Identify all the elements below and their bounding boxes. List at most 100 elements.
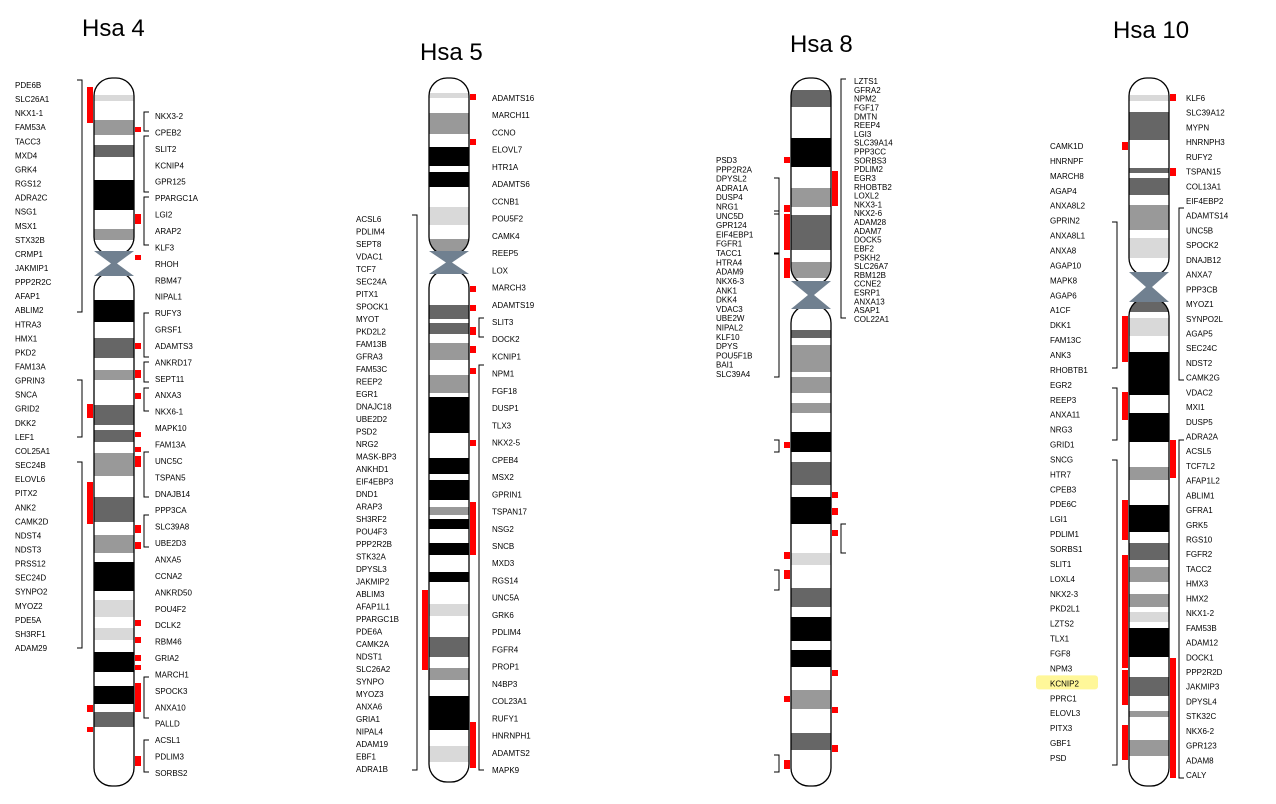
gene-label: CPEB4: [492, 456, 519, 465]
gene-marker: [1170, 168, 1176, 176]
left-gene-labels: ACSL6 PDLIM4 SEPT8 VDAC1 TCF7 SEC24A PITX1 SPOC…: [356, 215, 399, 774]
gene-label: GRK6: [492, 611, 514, 620]
chromosome-band: [94, 497, 134, 522]
gene-label: NKX1-1: [15, 109, 44, 118]
gene-label: SLIT2: [155, 145, 177, 154]
gene-label: LZTS2: [1050, 620, 1075, 629]
gene-label: LGI1: [1050, 515, 1068, 524]
gene-label: DCLK2: [155, 621, 181, 630]
gene-label: ADAM19: [356, 740, 389, 749]
gene-label: RGS10: [1186, 536, 1213, 545]
gene-label: ADAMTS14: [1186, 212, 1229, 221]
chromosome-band: [791, 462, 831, 485]
chromosome-title: Hsa 5: [420, 39, 483, 66]
gene-label: GPR124: [716, 221, 747, 230]
gene-label: NPM3: [1050, 664, 1073, 673]
gene-label: DOCK1: [1186, 653, 1214, 662]
gene-label: SNCB: [492, 542, 514, 551]
gene-label: EGR2: [1050, 381, 1072, 390]
gene-label: NDST3: [15, 545, 42, 554]
gene-label: GFRA2: [854, 86, 881, 95]
chromosome-band: [791, 617, 831, 641]
gene-label: HTRA4: [716, 258, 743, 267]
gene-label: DUSP5: [1186, 418, 1213, 427]
gene-label: SH3RF2: [356, 515, 387, 524]
gene-label: COL22A1: [854, 315, 890, 324]
gene-label: PPRC1: [1050, 694, 1077, 703]
gene-label: SLC39A8: [155, 523, 190, 532]
gene-marker: [784, 552, 790, 559]
chromosome-band: [94, 229, 134, 240]
gene-label: EBF1: [356, 753, 377, 762]
gene-label: A1CF: [1050, 306, 1071, 315]
gene-label: TCF7L2: [1186, 462, 1215, 471]
chromosome-band: [94, 686, 134, 704]
chromosome-band: [791, 650, 831, 667]
gene-label: NDST4: [15, 531, 42, 540]
gene-bracket: [478, 317, 484, 338]
gene-label: NKX6-3: [716, 277, 745, 286]
gene-label: VDAC3: [716, 305, 743, 314]
chromosome-band: [791, 330, 831, 338]
gene-label: SLC39A14: [854, 139, 893, 148]
gene-label: CPEB3: [1050, 485, 1077, 494]
chromosome-band: [1129, 238, 1169, 258]
gene-label: PPARGC1A: [155, 194, 199, 203]
gene-label: DNAJB12: [1186, 256, 1222, 265]
chromosome-band: [94, 453, 134, 476]
chromosome-band: [429, 93, 469, 98]
gene-label: KCNIP1: [492, 352, 521, 361]
gene-label: POU4F2: [155, 605, 187, 614]
gene-marker: [135, 214, 141, 224]
chromosome-band: [94, 652, 134, 672]
gene-label: PPP2R2B: [356, 540, 392, 549]
gene-label: ANXA7: [1186, 271, 1213, 280]
gene-label: POU5F1B: [716, 351, 752, 360]
chromosome-band: [1129, 612, 1169, 622]
gene-marker: [135, 370, 141, 378]
gene-label: SYNPO2: [15, 588, 48, 597]
gene-label: PKD2L1: [1050, 605, 1080, 614]
gene-label: PKD2L2: [356, 328, 386, 337]
gene-marker: [1170, 94, 1176, 101]
gene-label: PRSS12: [15, 560, 46, 569]
gene-label: EIF4EBP2: [1186, 197, 1224, 206]
gene-label: TLX1: [1050, 635, 1070, 644]
gene-label: FAM53A: [15, 123, 46, 132]
gene-bracket: [143, 387, 149, 412]
gene-label: ELOVL3: [1050, 709, 1081, 718]
gene-label: SEC24B: [15, 461, 46, 470]
chromosome-body: [791, 78, 831, 786]
gene-label: ADAMTS6: [492, 180, 530, 189]
gene-label: VDAC2: [1186, 388, 1213, 397]
gene-bracket: [143, 196, 149, 246]
gene-label: NPM2: [854, 95, 877, 104]
gene-label: KLF3: [155, 243, 175, 252]
gene-label: UNC5D: [716, 212, 744, 221]
centromere: [94, 251, 134, 276]
chromosome-band: [1129, 628, 1169, 657]
gene-label: MAPK8: [1050, 276, 1078, 285]
chromosome-2: Hsa 5 ACSL6 PDLIM4 SEPT8 VDAC1 TCF7 SEC24A PITX…: [356, 39, 535, 783]
gene-marker: [832, 508, 838, 515]
gene-label: COL25A1: [15, 447, 51, 456]
gene-marker: [832, 171, 838, 206]
gene-label: SLC39A4: [716, 370, 751, 379]
gene-label: FAM13A: [15, 363, 46, 372]
gene-marker: [470, 94, 476, 100]
gene-label: MYOT: [356, 315, 379, 324]
gene-label: PKD2: [15, 348, 36, 357]
gene-label: TSPAN15: [1186, 168, 1222, 177]
gene-label: ACSL6: [356, 215, 382, 224]
gene-label: ADAM28: [854, 218, 887, 227]
gene-label: DUSP4: [716, 193, 743, 202]
gene-label: CCNE2: [854, 280, 882, 289]
gene-bracket: [77, 79, 83, 313]
chromosome-4: Hsa 10 CAMK1D HNRNPF MARCH8 AGAP4 ANXA8L2 GPRI…: [1036, 17, 1229, 787]
gene-label: RBM46: [155, 638, 182, 647]
gene-bracket: [840, 523, 846, 554]
gene-label: NKX6-2: [1186, 727, 1215, 736]
gene-marker: [87, 404, 93, 418]
gene-label: MAPK9: [492, 766, 520, 775]
gene-label: PDLIM2: [854, 165, 883, 174]
